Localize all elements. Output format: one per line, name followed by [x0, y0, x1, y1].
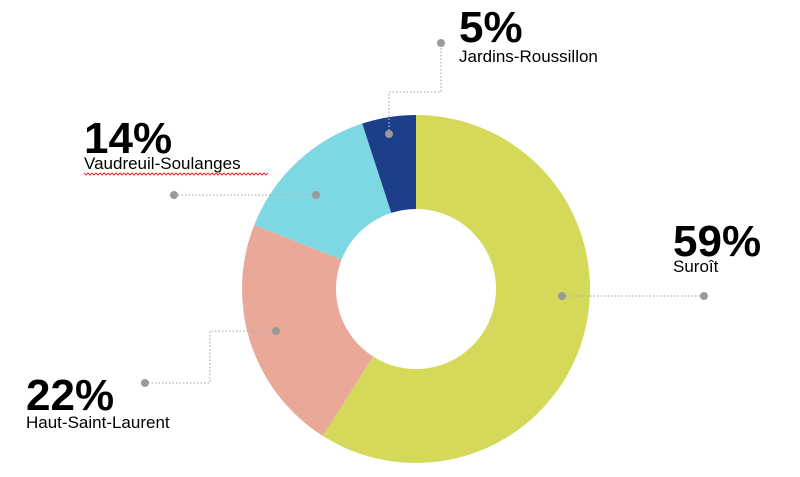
category-label-suroit: Suroît: [673, 257, 719, 276]
leader-dot-inner-suroit: [558, 292, 566, 300]
leader-dot-outer-jardins-roussillon: [437, 39, 445, 47]
leader-line-jardins-roussillon: [388, 43, 442, 134]
leaders-group: [141, 39, 708, 387]
leader-dot-outer-haut-saint-laurent: [141, 379, 149, 387]
category-label-haut-saint-laurent: Haut-Saint-Laurent: [26, 413, 170, 432]
leader-dot-inner-jardins-roussillon: [385, 130, 393, 138]
value-label-jardins-roussillon: 5%: [459, 3, 523, 52]
leader-dot-inner-haut-saint-laurent: [272, 327, 280, 335]
value-label-haut-saint-laurent: 22%: [26, 371, 114, 420]
leader-line-haut-saint-laurent: [145, 330, 276, 384]
slice-haut-saint-laurent: [242, 224, 374, 436]
leader-dot-outer-vaudreuil-soulanges: [170, 191, 178, 199]
value-label-suroit: 59%: [673, 217, 761, 266]
leader-dot-inner-vaudreuil-soulanges: [312, 191, 320, 199]
category-label-vaudreuil-soulanges: Vaudreuil-Soulanges: [84, 154, 241, 173]
spellcheck-underline: [83, 172, 269, 176]
slices-group: [242, 115, 590, 463]
slice-vaudreuil-soulanges: [254, 123, 392, 260]
leader-dot-outer-suroit: [700, 292, 708, 300]
slice-jardins-roussillon: [362, 115, 416, 213]
slice-suroit: [322, 115, 590, 463]
category-label-jardins-roussillon: Jardins-Roussillon: [459, 47, 598, 66]
labels-group: 59%Suroît 22%Haut-Saint-Laurent 14%Vaudreu…: [26, 3, 761, 432]
value-label-vaudreuil-soulanges: 14%: [84, 114, 172, 163]
